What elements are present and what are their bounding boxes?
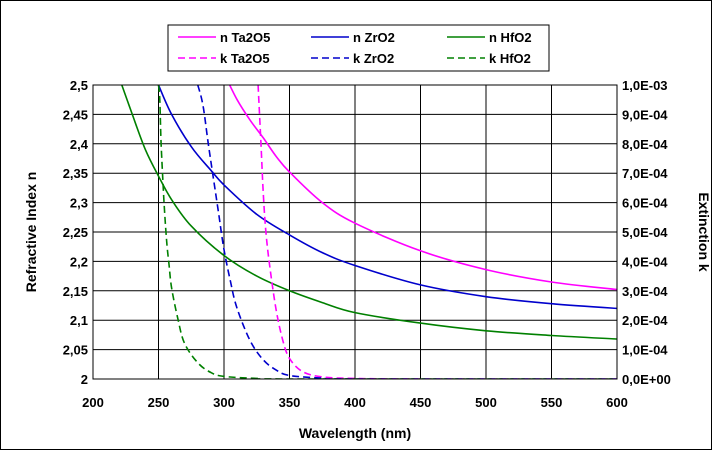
x-tick-label: 400	[344, 395, 366, 410]
y-tick-label: 2,15	[63, 284, 88, 299]
legend-label: k Ta2O5	[220, 51, 270, 66]
legend-box	[167, 24, 550, 72]
plot-frame	[92, 84, 618, 380]
legend-label: k HfO2	[489, 51, 531, 66]
series-line-n-ta2o5	[228, 85, 617, 291]
series-line-n-hfo2	[121, 85, 617, 340]
series-line-n-zro2	[157, 85, 617, 310]
y2-tick-label: 2,0E-04	[622, 313, 668, 328]
legend-label: n Ta2O5	[220, 30, 270, 45]
y2-tick-label: 4,0E-04	[622, 254, 668, 269]
y2-tick-label: 9,0E-04	[622, 107, 668, 122]
x-tick-label: 600	[606, 395, 628, 410]
y2-tick-label: 3,0E-04	[622, 284, 668, 299]
x-tick-label: 250	[148, 395, 170, 410]
y2-tick-label: 1,0E-04	[622, 343, 668, 358]
legend: n Ta2O5 n ZrO2 n HfO2 k Ta2O5 k ZrO2 k HfO2	[167, 24, 550, 72]
x-tick-label: 550	[541, 395, 563, 410]
x-tick-label: 300	[213, 395, 235, 410]
x-tick-label: 450	[410, 395, 432, 410]
x-axis-title: Wavelength (nm)	[299, 425, 411, 441]
x-tick-label: 200	[82, 395, 104, 410]
x-tick-label: 350	[279, 395, 301, 410]
y-tick-label: 2,25	[63, 225, 88, 240]
y-axis-title: Refractive Index n	[23, 172, 39, 293]
y2-tick-label: 8,0E-04	[622, 137, 668, 152]
x-tick-label: 500	[475, 395, 497, 410]
y2-tick-label: 5,0E-04	[622, 225, 668, 240]
y-tick-label: 2,35	[63, 166, 88, 181]
legend-label: n HfO2	[489, 30, 532, 45]
y-tick-label: 2,1	[70, 313, 88, 328]
y2-tick-label: 6,0E-04	[622, 196, 668, 211]
y-tick-label: 2,4	[70, 137, 89, 152]
y-tick-label: 2,3	[70, 196, 88, 211]
y-tick-label: 2	[81, 372, 88, 387]
y-tick-label: 2,45	[63, 107, 88, 122]
y-tick-label: 2,05	[63, 343, 88, 358]
y-tick-label: 2,2	[70, 254, 88, 269]
y2-axis-title: Extinction k	[696, 192, 712, 272]
legend-label: k ZrO2	[353, 51, 394, 66]
tick-labels: 200 250 300 350 400 450 500 550 600 2 2,05 2,1 2,15 2…	[63, 78, 671, 410]
y2-tick-label: 0,0E+00	[622, 372, 671, 387]
y-tick-label: 2,5	[70, 78, 88, 93]
legend-label: n ZrO2	[353, 30, 395, 45]
y2-tick-label: 1,0E-03	[622, 78, 668, 93]
y2-tick-label: 7,0E-04	[622, 166, 668, 181]
